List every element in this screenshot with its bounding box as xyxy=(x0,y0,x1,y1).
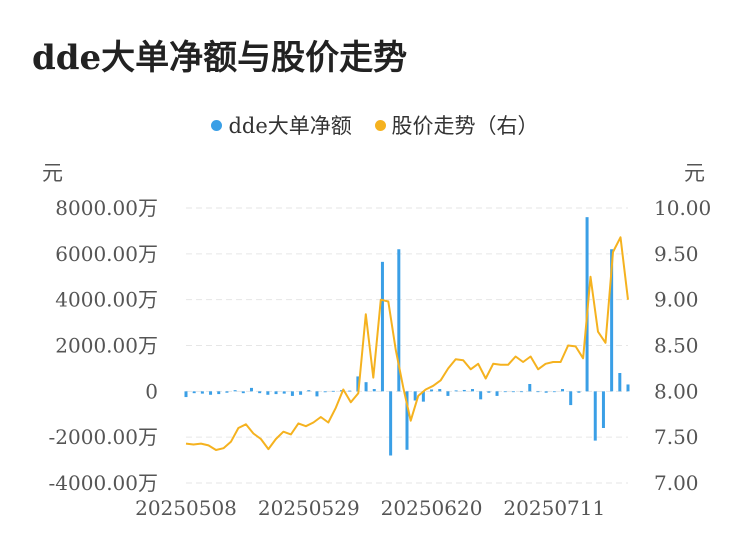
legend-item-dde[interactable]: dde大单净额 xyxy=(211,110,352,140)
bar xyxy=(364,382,368,392)
right-tick-label: 9.00 xyxy=(654,288,699,312)
bar xyxy=(593,391,597,441)
bar xyxy=(274,391,278,395)
bar xyxy=(397,249,401,392)
bar xyxy=(470,389,474,392)
left-axis-unit: 元 xyxy=(42,161,63,185)
bar xyxy=(315,391,319,397)
bar xyxy=(299,391,303,395)
x-axis-ticks: 20250508 20250529 20250620 20250711 xyxy=(135,496,605,520)
bar xyxy=(290,391,294,396)
legend-label-dde: dde大单净额 xyxy=(228,114,352,138)
bar xyxy=(184,391,188,398)
right-tick-label: 8.50 xyxy=(654,334,699,358)
bar-series xyxy=(184,217,630,456)
bar xyxy=(479,391,483,400)
bar xyxy=(552,391,556,393)
bar xyxy=(446,391,450,396)
bar xyxy=(241,391,245,394)
right-axis-unit: 元 xyxy=(684,161,705,185)
left-tick-label: 0 xyxy=(145,379,158,403)
left-tick-label: -4000.00万 xyxy=(49,471,158,495)
legend-dot-price xyxy=(374,120,386,131)
right-tick-label: 7.50 xyxy=(654,425,699,449)
right-tick-label: 7.00 xyxy=(654,471,699,495)
x-tick-label: 20250711 xyxy=(503,496,605,520)
bar xyxy=(340,390,344,392)
left-tick-label: 4000.00万 xyxy=(55,288,158,312)
legend-item-price[interactable]: 股价走势（右） xyxy=(374,110,539,140)
bar xyxy=(348,390,352,392)
legend: dde大单净额 股价走势（右） xyxy=(0,110,750,140)
legend-dot-dde xyxy=(211,120,223,131)
bar xyxy=(454,390,458,392)
bar xyxy=(282,391,286,394)
bar xyxy=(561,389,565,392)
legend-label-price: 股价走势（右） xyxy=(391,114,539,138)
left-axis-ticks: 8000.00万 6000.00万 4000.00万 2000.00万 0 -2000.0… xyxy=(49,196,158,495)
left-tick-label: 2000.00万 xyxy=(55,334,158,358)
bar xyxy=(536,391,540,393)
bar xyxy=(225,391,229,393)
left-tick-label: -2000.00万 xyxy=(49,425,158,449)
chart-title: dde大单净额与股价走势 xyxy=(32,38,408,78)
bar xyxy=(200,391,204,394)
bar xyxy=(626,384,630,392)
left-tick-label: 6000.00万 xyxy=(55,242,158,266)
bar xyxy=(503,391,507,393)
x-tick-label: 20250508 xyxy=(135,496,237,520)
bar xyxy=(495,391,499,396)
bar xyxy=(601,391,605,428)
bar xyxy=(233,390,237,392)
bar xyxy=(266,391,270,395)
bar xyxy=(217,391,221,395)
bar xyxy=(380,261,384,392)
bar xyxy=(528,384,532,392)
right-tick-label: 9.50 xyxy=(654,242,699,266)
bar xyxy=(610,249,614,392)
price-line xyxy=(185,236,629,451)
bar xyxy=(192,391,196,394)
bar xyxy=(421,391,425,402)
bar xyxy=(462,389,466,392)
bar xyxy=(413,391,417,401)
line-series xyxy=(185,236,629,451)
bar xyxy=(209,391,213,395)
bar xyxy=(438,389,442,392)
bar xyxy=(618,373,622,392)
bar xyxy=(405,391,409,450)
bar xyxy=(389,391,393,456)
x-tick-label: 20250529 xyxy=(258,496,360,520)
bar xyxy=(323,391,327,393)
right-axis-ticks: 10.00 9.50 9.00 8.50 8.00 7.50 7.00 xyxy=(654,196,711,495)
bar xyxy=(307,390,311,392)
left-tick-label: 8000.00万 xyxy=(55,196,158,220)
right-tick-label: 10.00 xyxy=(654,196,711,220)
bar xyxy=(569,391,573,406)
x-tick-label: 20250620 xyxy=(381,496,483,520)
bar xyxy=(258,391,262,394)
bar xyxy=(430,389,434,392)
bar xyxy=(331,390,335,392)
bar xyxy=(487,391,491,393)
bar xyxy=(249,387,253,392)
bar xyxy=(520,391,524,393)
bar xyxy=(372,389,376,392)
bar xyxy=(511,391,515,393)
right-tick-label: 8.00 xyxy=(654,379,699,403)
bar xyxy=(577,391,581,393)
bar xyxy=(544,391,548,393)
bar xyxy=(356,376,360,392)
